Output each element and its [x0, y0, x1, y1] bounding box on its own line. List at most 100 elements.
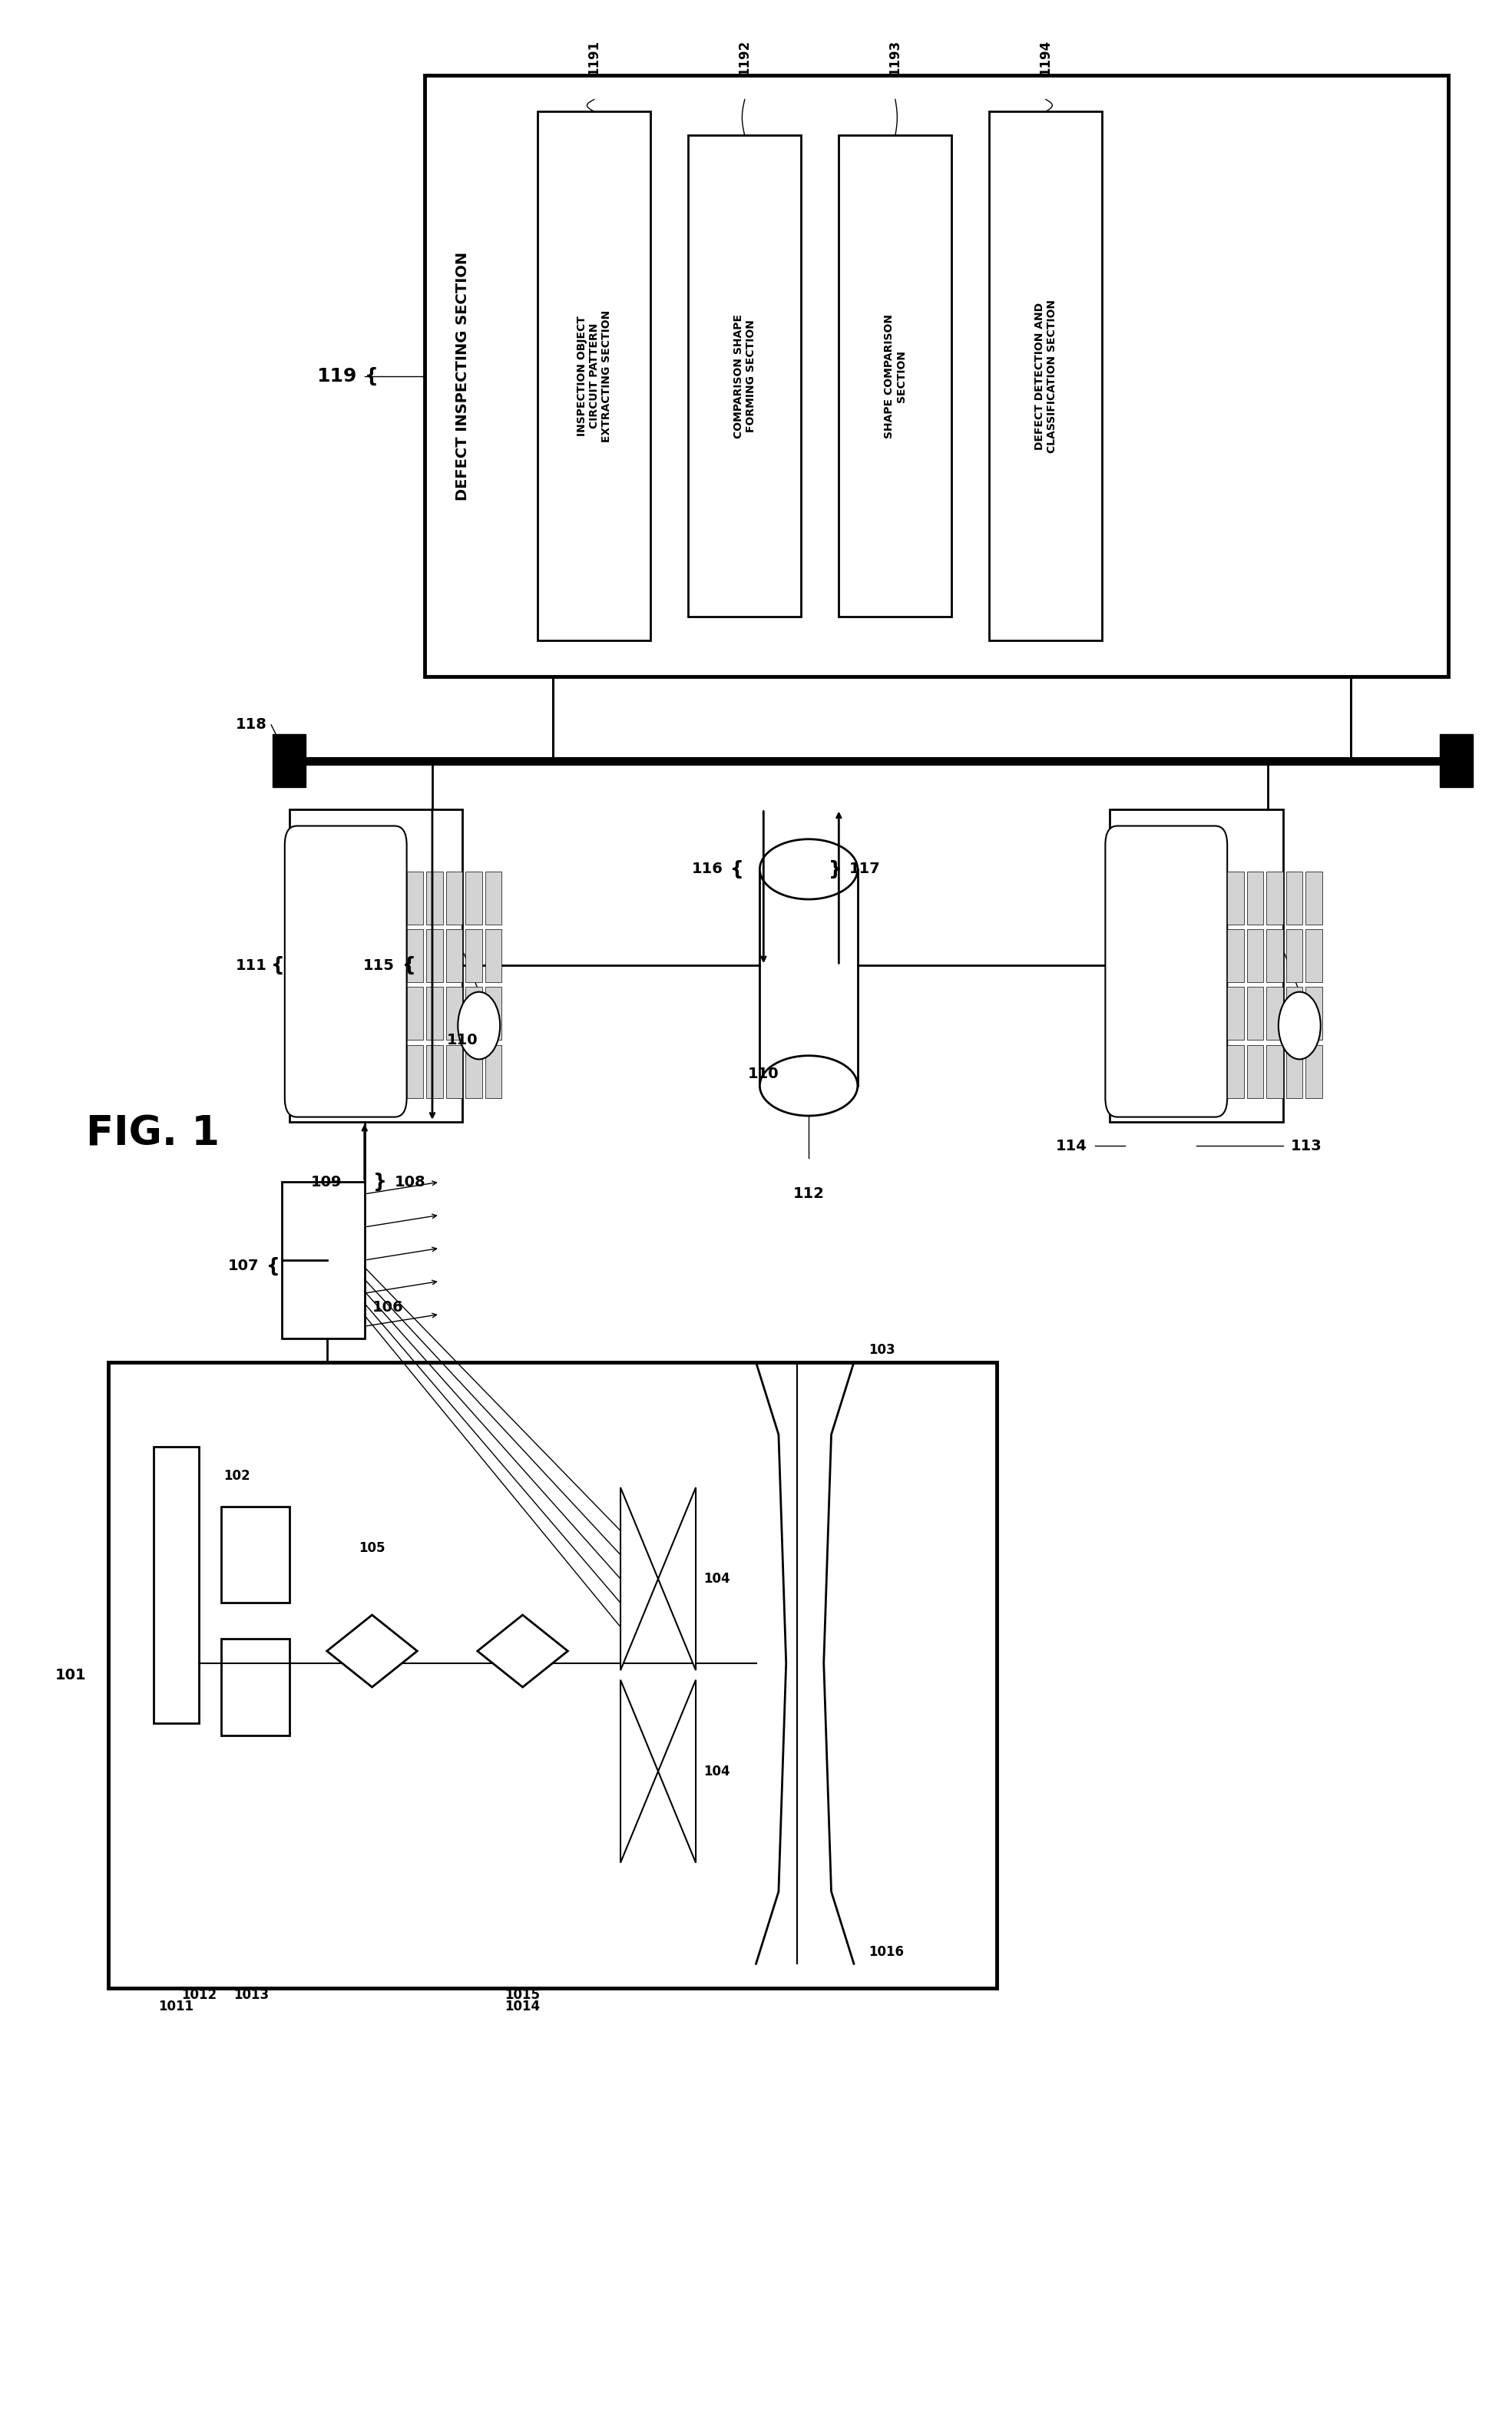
Text: }: }	[373, 1172, 387, 1192]
Circle shape	[1279, 991, 1320, 1059]
Text: 112: 112	[792, 1187, 824, 1201]
Text: 1011: 1011	[159, 2000, 194, 2014]
Text: 116: 116	[691, 861, 723, 876]
Bar	[466, 987, 482, 1040]
Bar	[538, 111, 650, 642]
Text: {: {	[402, 955, 416, 974]
Bar	[1247, 1044, 1264, 1097]
Bar	[1287, 929, 1302, 982]
Bar	[1228, 929, 1244, 982]
Text: 1015: 1015	[505, 1987, 540, 2002]
Polygon shape	[620, 1488, 696, 1669]
Text: 108: 108	[395, 1175, 426, 1189]
Bar	[1287, 871, 1302, 924]
Bar	[272, 736, 305, 786]
Bar	[839, 135, 951, 617]
Bar	[426, 871, 443, 924]
Text: 115: 115	[363, 958, 395, 972]
Bar	[1267, 929, 1284, 982]
Text: 106: 106	[372, 1300, 404, 1315]
Bar	[485, 1044, 502, 1097]
Bar	[407, 929, 423, 982]
Text: 1013: 1013	[234, 1987, 269, 2002]
Bar	[1228, 1044, 1244, 1097]
Bar	[154, 1447, 200, 1722]
Text: 104: 104	[703, 1573, 730, 1585]
Text: 118: 118	[236, 719, 266, 733]
Text: DEFECT INSPECTING SECTION: DEFECT INSPECTING SECTION	[455, 251, 470, 502]
Text: 101: 101	[54, 1667, 86, 1684]
Text: 103: 103	[869, 1343, 895, 1358]
Text: 111: 111	[236, 958, 266, 972]
Ellipse shape	[759, 1056, 857, 1117]
Text: {: {	[730, 861, 744, 878]
Text: 107: 107	[228, 1259, 259, 1274]
Bar	[485, 929, 502, 982]
Bar	[1267, 987, 1284, 1040]
Bar	[485, 987, 502, 1040]
Bar	[688, 135, 801, 617]
Bar	[407, 871, 423, 924]
Bar	[1267, 871, 1284, 924]
Bar	[289, 808, 463, 1122]
Text: 114: 114	[1055, 1138, 1087, 1153]
Polygon shape	[478, 1616, 569, 1686]
Bar	[1287, 1044, 1302, 1097]
Text: 117: 117	[850, 861, 880, 876]
Text: 105: 105	[358, 1541, 386, 1556]
Text: 1194: 1194	[1039, 41, 1052, 75]
Bar	[426, 987, 443, 1040]
Bar	[446, 1044, 463, 1097]
Text: 1014: 1014	[505, 2000, 540, 2014]
Bar	[407, 987, 423, 1040]
Bar	[446, 871, 463, 924]
Bar	[281, 1182, 364, 1339]
Bar	[1110, 808, 1284, 1122]
Text: 113: 113	[1290, 1138, 1321, 1153]
Bar	[1287, 987, 1302, 1040]
Bar	[1247, 987, 1264, 1040]
FancyBboxPatch shape	[284, 825, 407, 1117]
Bar	[426, 1044, 443, 1097]
Bar	[466, 1044, 482, 1097]
Circle shape	[458, 991, 500, 1059]
Bar	[446, 929, 463, 982]
Bar	[1228, 871, 1244, 924]
Bar	[425, 75, 1448, 678]
Ellipse shape	[759, 839, 857, 900]
FancyBboxPatch shape	[1105, 825, 1228, 1117]
Bar	[1267, 1044, 1284, 1097]
Text: 104: 104	[703, 1766, 730, 1778]
Text: {: {	[364, 367, 378, 386]
Bar	[222, 1508, 289, 1604]
Text: 1193: 1193	[888, 41, 901, 75]
Bar	[466, 929, 482, 982]
Text: 119: 119	[318, 367, 357, 386]
Bar	[1305, 1044, 1321, 1097]
Bar	[1305, 987, 1321, 1040]
Text: 102: 102	[224, 1469, 249, 1483]
Polygon shape	[620, 1679, 696, 1862]
Bar	[1247, 871, 1264, 924]
Text: SHAPE COMPARISON
SECTION: SHAPE COMPARISON SECTION	[883, 314, 907, 439]
Bar	[446, 987, 463, 1040]
Bar	[426, 929, 443, 982]
Text: 1016: 1016	[869, 1944, 904, 1959]
Text: {: {	[271, 955, 284, 974]
Text: 109: 109	[311, 1175, 342, 1189]
Text: DEFECT DETECTION AND
CLASSIFICATION SECTION: DEFECT DETECTION AND CLASSIFICATION SECT…	[1034, 299, 1057, 453]
Bar	[222, 1640, 289, 1734]
Bar	[1305, 871, 1321, 924]
Bar	[1439, 736, 1473, 786]
Text: 110: 110	[748, 1066, 779, 1081]
Bar	[1247, 929, 1264, 982]
Bar	[759, 868, 857, 1085]
Text: 1192: 1192	[736, 41, 751, 75]
Text: FIG. 1: FIG. 1	[86, 1114, 219, 1153]
Text: COMPARISON SHAPE
FORMING SECTION: COMPARISON SHAPE FORMING SECTION	[733, 314, 756, 439]
Bar	[407, 1044, 423, 1097]
Text: 110: 110	[448, 1032, 478, 1047]
Bar	[485, 871, 502, 924]
Text: 1191: 1191	[587, 41, 600, 75]
Bar	[1228, 987, 1244, 1040]
